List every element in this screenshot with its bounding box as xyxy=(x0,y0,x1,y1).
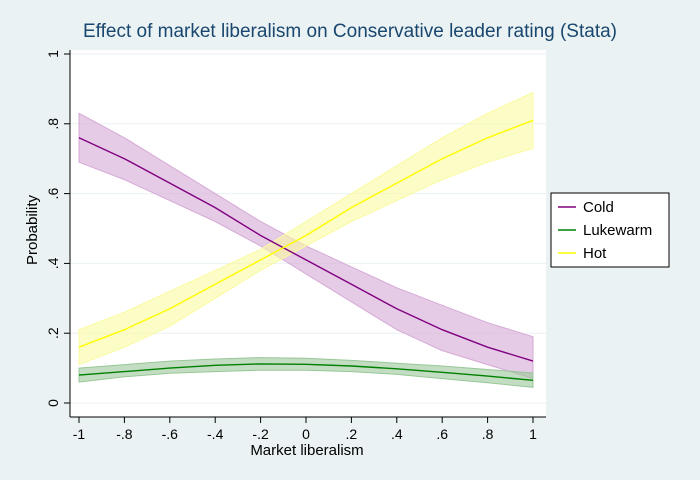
line-cold xyxy=(78,137,534,362)
legend-label-cold: Cold xyxy=(583,199,614,216)
x-tick-label: -.4 xyxy=(207,426,224,442)
x-tick-label: -.6 xyxy=(162,426,179,442)
legend: Cold Lukewarm Hot xyxy=(550,192,670,268)
x-tick-label: .6 xyxy=(436,426,448,442)
y-axis-ticks: 0 .2 .4 .6 .8 1 xyxy=(45,50,70,407)
x-tick-label: .2 xyxy=(346,426,358,442)
line-hot xyxy=(78,119,534,348)
y-tick-label: 1 xyxy=(45,50,61,58)
x-tick-label: -1 xyxy=(73,426,86,442)
series-lines xyxy=(78,119,534,381)
x-tick-label: 1 xyxy=(529,426,537,442)
x-tick-label: -.8 xyxy=(116,426,133,442)
y-tick-label: .4 xyxy=(45,257,61,269)
y-tick-label: .6 xyxy=(45,188,61,200)
y-tick-label: .8 xyxy=(45,118,61,130)
x-axis-title: Market liberalism xyxy=(250,442,363,459)
x-tick-label: -.2 xyxy=(252,426,269,442)
legend-label-lukewarm: Lukewarm xyxy=(583,222,652,239)
y-tick-label: 0 xyxy=(45,399,61,407)
x-tick-label: .8 xyxy=(482,426,494,442)
line-lukewarm xyxy=(78,363,534,381)
y-axis-title: Probability xyxy=(24,194,41,265)
x-tick-label: 0 xyxy=(302,426,310,442)
x-tick-label: .4 xyxy=(391,426,403,442)
y-tick-label: .2 xyxy=(45,327,61,339)
x-axis-ticks: -1 -.8 -.6 -.4 -.2 0 .2 .4 .6 .8 1 xyxy=(73,417,537,442)
chart-title: Effect of market liberalism on Conservat… xyxy=(83,21,617,42)
legend-label-hot: Hot xyxy=(583,245,607,262)
band-lukewarm xyxy=(78,357,534,388)
